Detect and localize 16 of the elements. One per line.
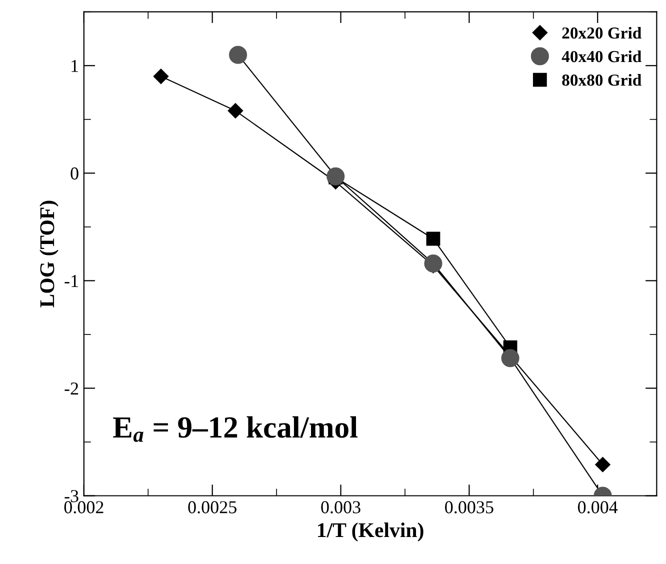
x-tick-label: 0.0035: [445, 501, 494, 514]
x-tick-label: 0.003: [321, 501, 360, 514]
legend-label: 80x80 Grid: [562, 74, 642, 86]
y-tick-label: -3: [64, 490, 78, 502]
y-tick-label: -2: [64, 382, 78, 394]
y-axis-title: LOG (TOF): [40, 200, 58, 308]
x-tick-label: 0.004: [578, 501, 618, 514]
y-tick-label: 0: [70, 167, 78, 180]
y-tick-label: -1: [64, 275, 78, 287]
annotation: E$_{a}$ = 9–12 kcal/mol: [113, 416, 358, 442]
legend-label: 40x40 Grid: [562, 50, 642, 62]
legend-label: 20x20 Grid: [562, 26, 642, 39]
x-tick-label: 0.002: [64, 501, 104, 514]
x-tick-label: 0.0025: [188, 501, 236, 514]
y-tick-label: 1: [72, 60, 78, 72]
x-axis-title: 1/T (Kelvin): [318, 522, 424, 542]
